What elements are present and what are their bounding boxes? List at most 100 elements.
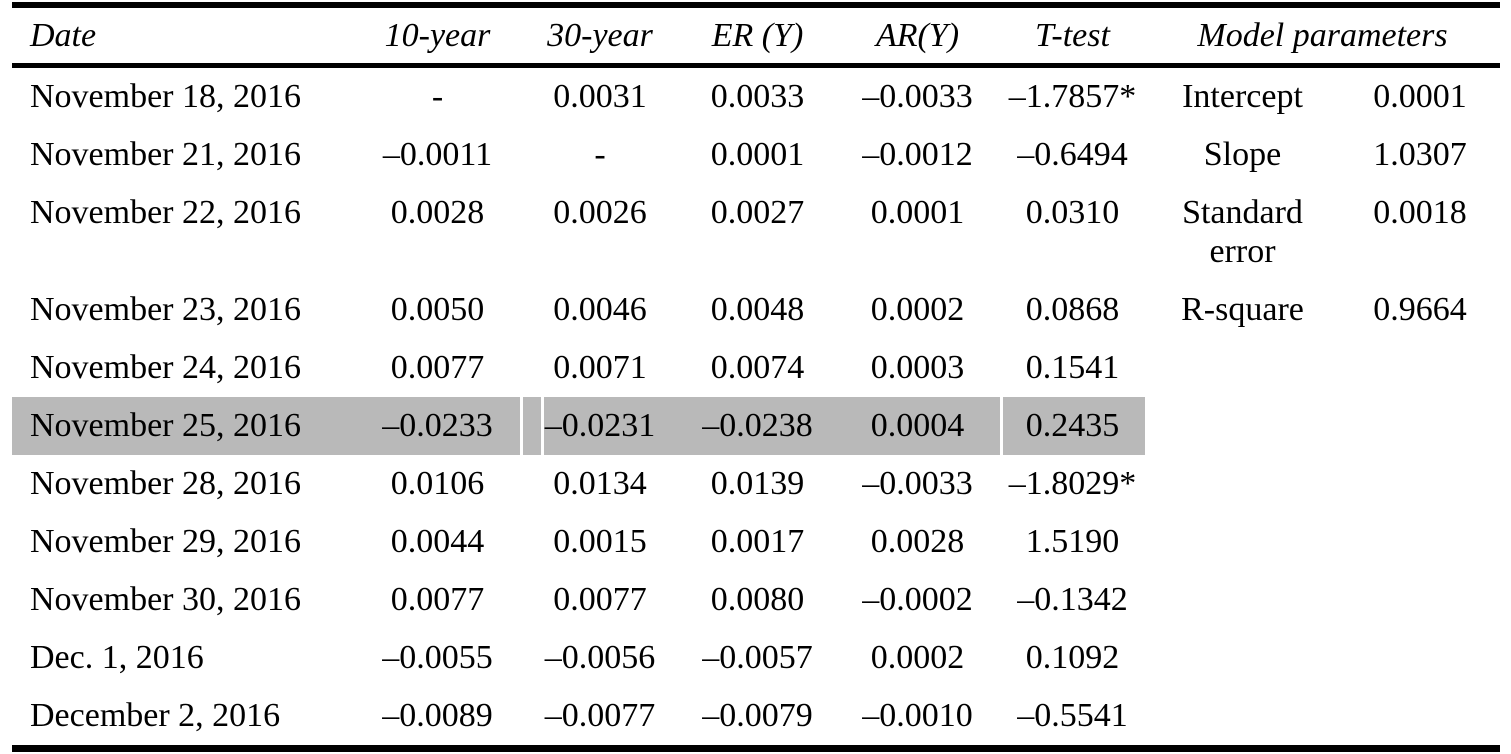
param-value-cell [1340, 629, 1500, 687]
table-row: Dec. 1, 2016 –0.0055 –0.0056 –0.0057 0.0… [12, 629, 1500, 687]
er-y-cell: 0.0074 [710, 349, 805, 386]
param-label-cell [1145, 513, 1340, 571]
10-year-cell: - [431, 78, 444, 115]
param-value-cell: 0.0018 [1373, 194, 1467, 231]
30-year-cell: 0.0031 [553, 78, 647, 115]
param-value-cell: 0.0001 [1373, 78, 1467, 115]
ar-y-cell: –0.0033 [862, 465, 973, 502]
t-test-cell: –1.8029* [1008, 465, 1137, 502]
date-cell: November 24, 2016 [30, 349, 302, 386]
30-year-cell: 0.0077 [553, 581, 647, 618]
table-row: December 2, 2016 –0.0089 –0.0077 –0.0079… [12, 687, 1500, 749]
30-year-cell: 0.0134 [553, 465, 647, 502]
t-test-cell: 0.1092 [1025, 639, 1120, 676]
t-test-cell: –0.1342 [1017, 581, 1128, 618]
10-year-cell: –0.0089 [382, 697, 493, 734]
date-cell: December 2, 2016 [30, 697, 281, 734]
param-value-cell [1340, 397, 1500, 455]
er-y-cell: 0.0048 [710, 291, 805, 328]
date-cell: November 29, 2016 [30, 523, 302, 560]
30-year-cell: 0.0071 [553, 349, 647, 386]
table-row: November 29, 2016 0.0044 0.0015 0.0017 0… [12, 513, 1500, 571]
header-er-y: ER (Y) [711, 17, 804, 54]
t-test-cell: 0.1541 [1025, 349, 1120, 386]
table-row: November 22, 2016 0.0028 0.0026 0.0027 0… [12, 184, 1500, 281]
10-year-cell: 0.0044 [390, 523, 485, 560]
ar-y-cell: 0.0004 [835, 397, 1000, 455]
t-test-cell: 0.0868 [1025, 291, 1120, 328]
table-header: Date 10-year 30-year ER (Y) AR(Y) T-test… [12, 5, 1500, 66]
table-row: November 21, 2016 –0.0011 - 0.0001 –0.00… [12, 126, 1500, 184]
t-test-cell: 0.0310 [1025, 194, 1120, 231]
er-y-cell: 0.0027 [710, 194, 805, 231]
10-year-cell: –0.0055 [382, 639, 493, 676]
t-test-cell: 0.2435 [1000, 397, 1145, 455]
10-year-cell: –0.0011 [382, 136, 493, 173]
highlighted-row: November 25, 2016 –0.0233 –0.0231 –0.023… [12, 397, 1500, 455]
er-y-cell: 0.0001 [710, 136, 805, 173]
30-year-cell: 0.0015 [553, 523, 647, 560]
30-year-cell: 0.0046 [553, 291, 647, 328]
param-label-cell [1145, 339, 1340, 397]
30-year-cell: –0.0231 [520, 397, 680, 455]
header-ar-y: AR(Y) [875, 17, 960, 54]
ar-y-cell: 0.0002 [870, 639, 965, 676]
table-row: November 24, 2016 0.0077 0.0071 0.0074 0… [12, 339, 1500, 397]
ar-y-cell: 0.0003 [870, 349, 965, 386]
er-y-cell: 0.0033 [710, 78, 805, 115]
param-label-cell: Slope [1203, 136, 1282, 173]
er-y-cell: 0.0080 [710, 581, 805, 618]
date-cell: November 21, 2016 [30, 136, 302, 173]
ar-y-cell: –0.0033 [862, 78, 973, 115]
header-10-year: 10-year [384, 17, 491, 54]
header-date: Date [30, 17, 97, 54]
10-year-cell: 0.0028 [390, 194, 485, 231]
date-cell: November 22, 2016 [30, 194, 302, 231]
10-year-cell: 0.0077 [390, 349, 485, 386]
10-year-cell: –0.0233 [355, 397, 520, 455]
param-label-cell [1145, 687, 1340, 749]
table-row: November 30, 2016 0.0077 0.0077 0.0080 –… [12, 571, 1500, 629]
header-30-year: 30-year [547, 17, 653, 54]
param-label-cell [1145, 397, 1340, 455]
header-model-parameters: Model parameters [1197, 17, 1448, 54]
param-value-cell [1340, 571, 1500, 629]
param-value-cell [1340, 687, 1500, 749]
param-label-cell [1145, 571, 1340, 629]
header-row: Date 10-year 30-year ER (Y) AR(Y) T-test… [12, 5, 1500, 66]
er-y-cell: 0.0139 [710, 465, 805, 502]
30-year-cell: –0.0056 [544, 639, 656, 676]
ar-y-cell: –0.0012 [862, 136, 973, 173]
date-cell: Dec. 1, 2016 [30, 639, 204, 676]
30-year-cell: 0.0026 [553, 194, 647, 231]
param-value-cell [1340, 339, 1500, 397]
date-cell: November 25, 2016 [12, 397, 355, 455]
date-cell: November 28, 2016 [30, 465, 302, 502]
ar-y-cell: 0.0001 [870, 194, 965, 231]
date-cell: November 23, 2016 [30, 291, 302, 328]
t-test-cell: –0.5541 [1017, 697, 1128, 734]
date-cell: November 30, 2016 [30, 581, 302, 618]
param-label-cell: Intercept [1182, 78, 1303, 115]
param-value-cell [1340, 513, 1500, 571]
param-label-cell: Standard error [1182, 194, 1303, 270]
30-year-cell: - [594, 136, 606, 173]
results-table: Date 10-year 30-year ER (Y) AR(Y) T-test… [12, 2, 1500, 752]
er-y-cell: –0.0238 [680, 397, 835, 455]
ar-y-cell: –0.0010 [862, 697, 973, 734]
table-row: November 23, 2016 0.0050 0.0046 0.0048 0… [12, 281, 1500, 339]
10-year-cell: 0.0106 [390, 465, 485, 502]
t-test-cell: –0.6494 [1017, 136, 1128, 173]
param-label-cell [1145, 629, 1340, 687]
t-test-cell: 1.5190 [1025, 523, 1120, 560]
ar-y-cell: –0.0002 [862, 581, 973, 618]
date-cell: November 18, 2016 [30, 78, 302, 115]
ar-y-cell: 0.0002 [870, 291, 965, 328]
t-test-cell: –1.7857* [1008, 78, 1137, 115]
er-y-cell: –0.0079 [702, 697, 813, 734]
er-y-cell: 0.0017 [710, 523, 805, 560]
param-label-cell [1145, 455, 1340, 513]
param-label-cell: R-square [1181, 291, 1304, 328]
param-value-cell: 0.9664 [1373, 291, 1467, 328]
